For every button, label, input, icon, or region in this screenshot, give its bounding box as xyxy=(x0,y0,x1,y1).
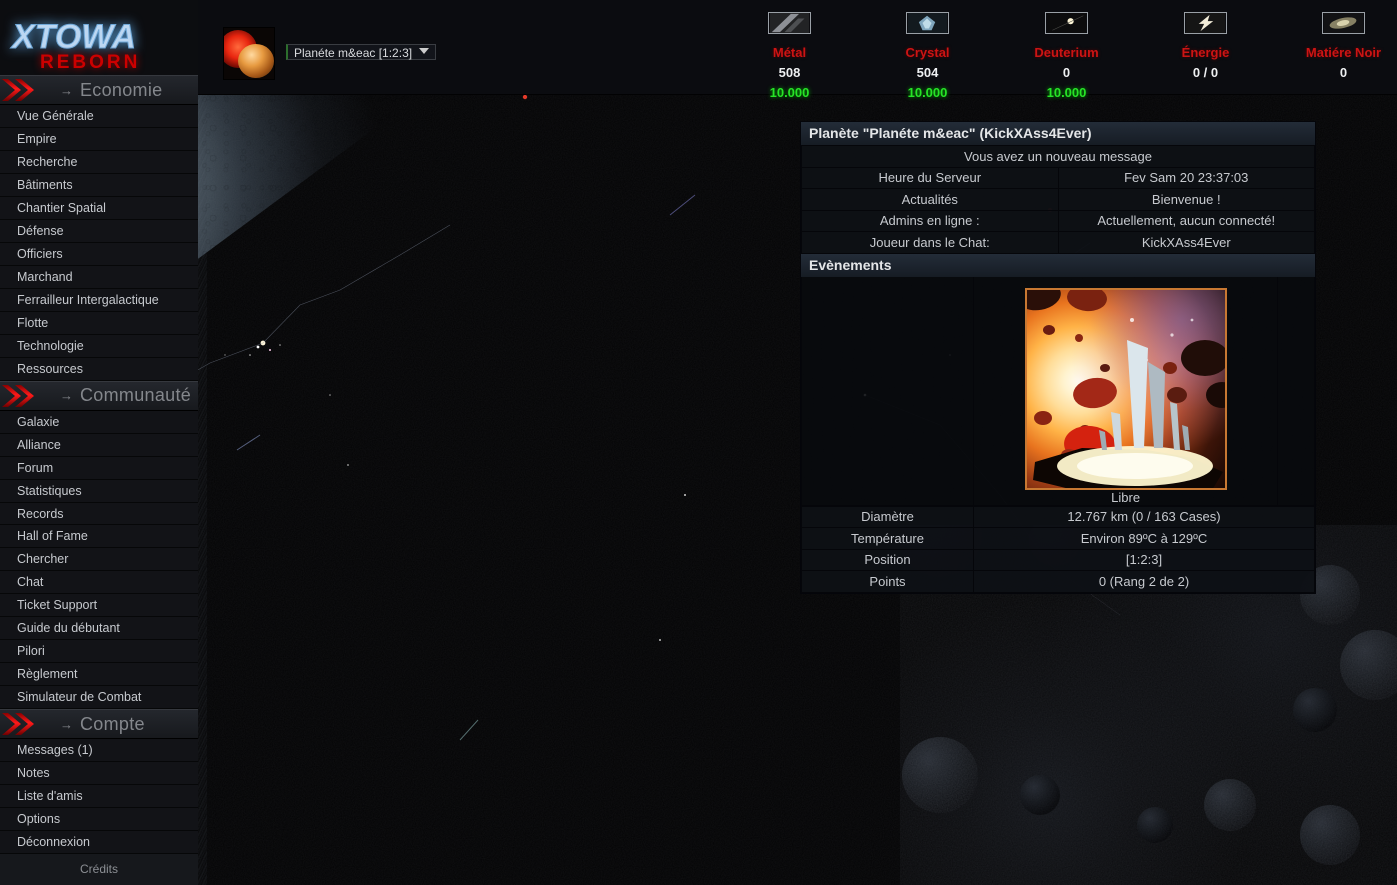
svg-text:XTOWA: XTOWA xyxy=(10,18,136,56)
svg-text:REBORN: REBORN xyxy=(40,52,140,73)
